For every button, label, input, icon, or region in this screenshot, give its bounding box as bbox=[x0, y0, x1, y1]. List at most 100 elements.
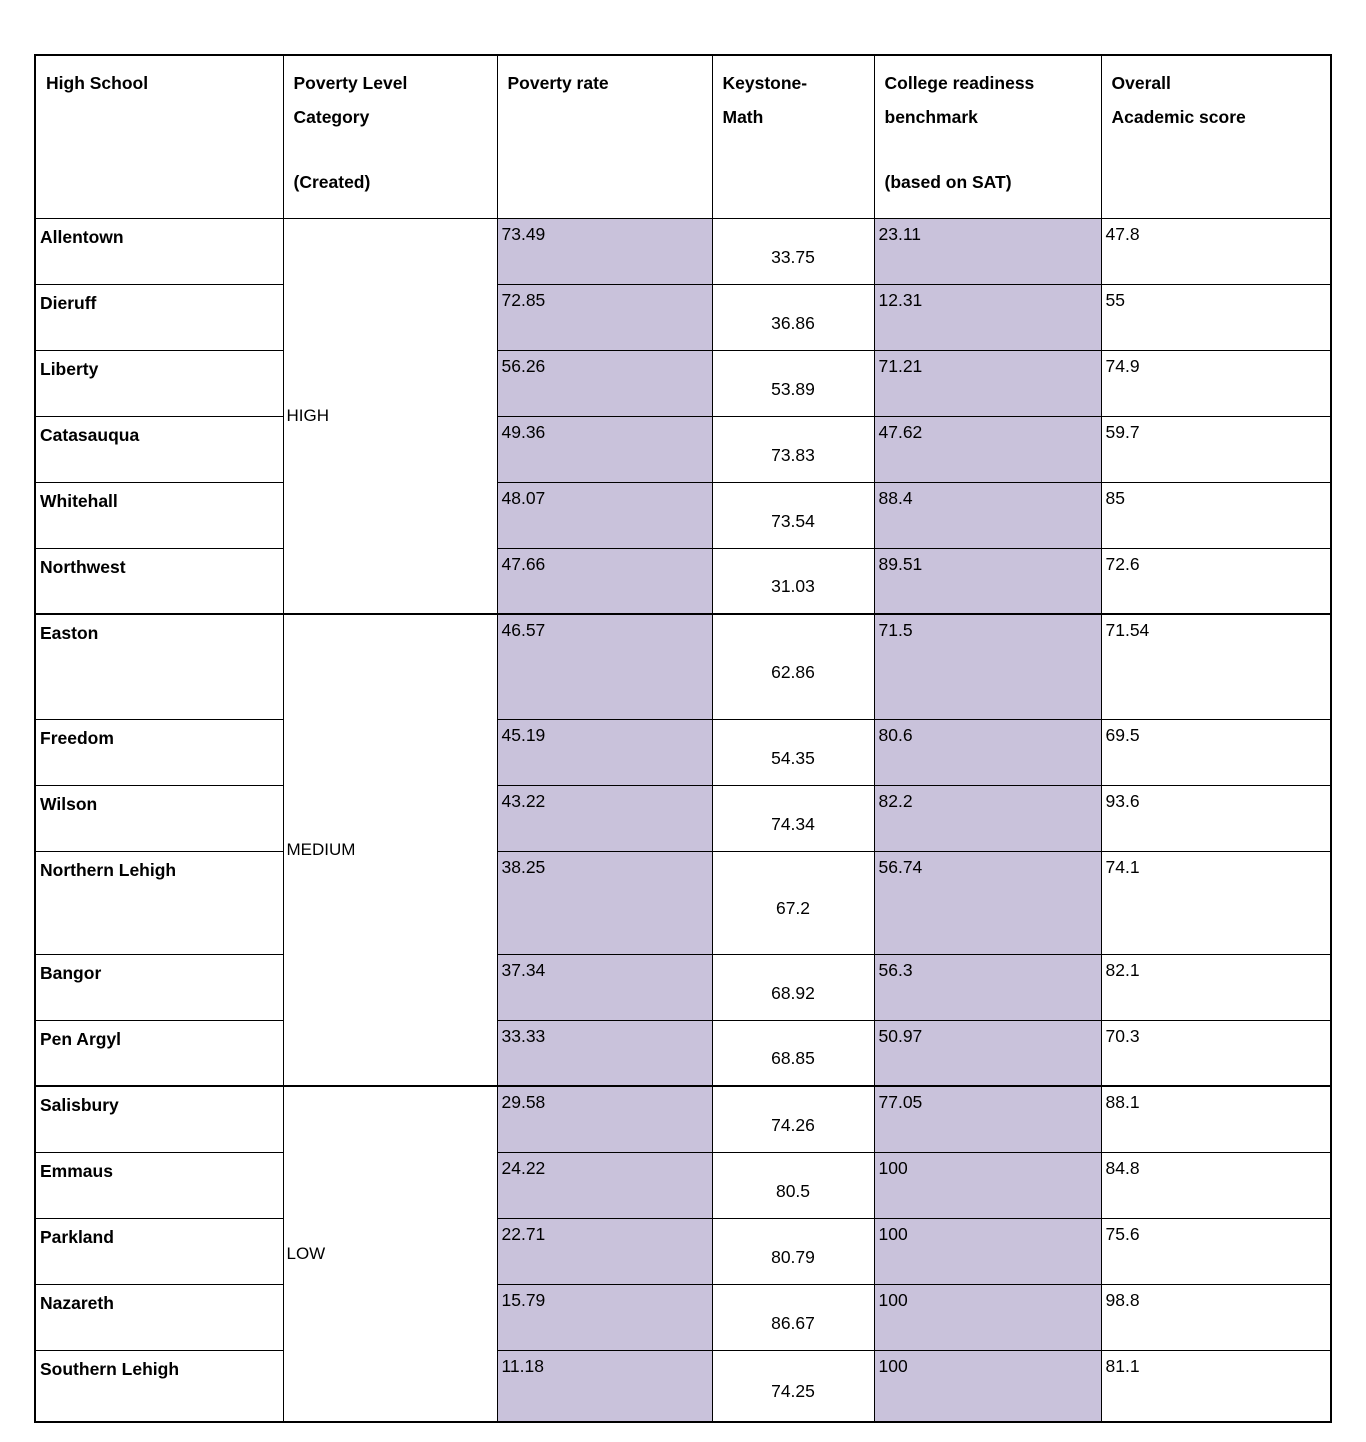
college-readiness-cell: 100 bbox=[873, 1151, 1102, 1219]
keystone-math-cell: 73.54 bbox=[711, 481, 875, 549]
keystone-math-cell: 33.75 bbox=[711, 217, 875, 285]
overall-score-cell: 84.8 bbox=[1100, 1151, 1332, 1219]
column-header-category: Poverty Level Category (Created) bbox=[282, 54, 498, 219]
keystone-math-cell: 80.79 bbox=[711, 1217, 875, 1285]
keystone-math-cell: 62.86 bbox=[711, 613, 875, 720]
overall-score-cell: 59.7 bbox=[1100, 415, 1332, 483]
overall-score-cell: 55 bbox=[1100, 283, 1332, 351]
overall-score-cell: 93.6 bbox=[1100, 784, 1332, 852]
column-header-college-readiness: College readiness benchmark (based on SAT) bbox=[873, 54, 1102, 219]
college-readiness-cell: 88.4 bbox=[873, 481, 1102, 549]
keystone-math-cell: 31.03 bbox=[711, 547, 875, 615]
overall-score-cell: 88.1 bbox=[1100, 1085, 1332, 1153]
college-readiness-cell: 100 bbox=[873, 1283, 1102, 1351]
header-label-line: Poverty Level bbox=[293, 73, 408, 93]
college-readiness-cell: 89.51 bbox=[873, 547, 1102, 615]
poverty-rate-cell: 38.25 bbox=[496, 850, 713, 955]
header-sublabel: (Created) bbox=[293, 172, 371, 192]
college-readiness-cell: 71.21 bbox=[873, 349, 1102, 417]
table-row: Northern Lehigh 38.25 67.2 56.74 74.1 bbox=[34, 850, 1332, 955]
table-row: Northwest 47.66 31.03 89.51 72.6 bbox=[34, 547, 1332, 615]
overall-score-cell: 98.8 bbox=[1100, 1283, 1332, 1351]
header-sublabel: (based on SAT) bbox=[884, 172, 1012, 192]
table-row: Whitehall 48.07 73.54 88.4 85 bbox=[34, 481, 1332, 549]
poverty-rate-cell: 29.58 bbox=[496, 1085, 713, 1153]
school-name-cell: Pen Argyl bbox=[34, 1019, 284, 1087]
table-row: Wilson 43.22 74.34 82.2 93.6 bbox=[34, 784, 1332, 852]
school-name-cell: Freedom bbox=[34, 718, 284, 786]
school-name-cell: Liberty bbox=[34, 349, 284, 417]
keystone-math-cell: 67.2 bbox=[711, 850, 875, 955]
table-row: Emmaus 24.22 80.5 100 84.8 bbox=[34, 1151, 1332, 1219]
overall-score-cell: 72.6 bbox=[1100, 547, 1332, 615]
poverty-rate-cell: 37.34 bbox=[496, 953, 713, 1021]
column-header-overall-score: Overall Academic score bbox=[1100, 54, 1332, 219]
college-readiness-cell: 12.31 bbox=[873, 283, 1102, 351]
overall-score-cell: 69.5 bbox=[1100, 718, 1332, 786]
keystone-math-cell: 73.83 bbox=[711, 415, 875, 483]
poverty-rate-cell: 72.85 bbox=[496, 283, 713, 351]
poverty-rate-cell: 46.57 bbox=[496, 613, 713, 720]
poverty-rate-cell: 24.22 bbox=[496, 1151, 713, 1219]
school-name-cell: Parkland bbox=[34, 1217, 284, 1285]
header-label-line: Poverty rate bbox=[507, 73, 609, 93]
poverty-rate-cell: 43.22 bbox=[496, 784, 713, 852]
school-name-cell: Dieruff bbox=[34, 283, 284, 351]
overall-score-cell: 85 bbox=[1100, 481, 1332, 549]
college-readiness-cell: 71.5 bbox=[873, 613, 1102, 720]
overall-score-cell: 74.1 bbox=[1100, 850, 1332, 955]
keystone-math-cell: 80.5 bbox=[711, 1151, 875, 1219]
poverty-rate-cell: 49.36 bbox=[496, 415, 713, 483]
keystone-math-cell: 53.89 bbox=[711, 349, 875, 417]
school-name-cell: Northwest bbox=[34, 547, 284, 615]
college-readiness-cell: 56.3 bbox=[873, 953, 1102, 1021]
poverty-category-cell: LOW bbox=[282, 1085, 498, 1423]
poverty-rate-cell: 48.07 bbox=[496, 481, 713, 549]
header-label-line: Category bbox=[293, 107, 370, 127]
poverty-rate-cell: 56.26 bbox=[496, 349, 713, 417]
keystone-math-cell: 68.92 bbox=[711, 953, 875, 1021]
poverty-rate-cell: 11.18 bbox=[496, 1349, 713, 1423]
overall-score-cell: 70.3 bbox=[1100, 1019, 1332, 1087]
college-readiness-cell: 47.62 bbox=[873, 415, 1102, 483]
school-name-cell: Allentown bbox=[34, 217, 284, 285]
table-row: Freedom 45.19 54.35 80.6 69.5 bbox=[34, 718, 1332, 786]
college-readiness-cell: 50.97 bbox=[873, 1019, 1102, 1087]
header-label-line: Overall bbox=[1111, 73, 1171, 93]
school-name-cell: Southern Lehigh bbox=[34, 1349, 284, 1423]
school-name-cell: Bangor bbox=[34, 953, 284, 1021]
poverty-rate-cell: 73.49 bbox=[496, 217, 713, 285]
table-row: Allentown HIGH 73.49 33.75 23.11 47.8 bbox=[34, 217, 1332, 615]
college-readiness-cell: 23.11 bbox=[873, 217, 1102, 285]
table-row: Catasauqua 49.36 73.83 47.62 59.7 bbox=[34, 415, 1332, 483]
school-name-cell: Wilson bbox=[34, 784, 284, 852]
keystone-math-cell: 54.35 bbox=[711, 718, 875, 786]
college-readiness-cell: 77.05 bbox=[873, 1085, 1102, 1153]
keystone-math-cell: 68.85 bbox=[711, 1019, 875, 1087]
keystone-math-cell: 74.34 bbox=[711, 784, 875, 852]
table-row: Bangor 37.34 68.92 56.3 82.1 bbox=[34, 953, 1332, 1021]
school-name-cell: Whitehall bbox=[34, 481, 284, 549]
column-header-poverty-rate: Poverty rate bbox=[496, 54, 713, 219]
poverty-category-cell: HIGH bbox=[282, 217, 498, 615]
table-row: Parkland 22.71 80.79 100 75.6 bbox=[34, 1217, 1332, 1285]
header-label-line: Math bbox=[722, 107, 764, 127]
table-row: Southern Lehigh 11.18 74.25 100 81.1 bbox=[34, 1349, 1332, 1423]
school-name-cell: Catasauqua bbox=[34, 415, 284, 483]
school-name-cell: Salisbury bbox=[34, 1085, 284, 1153]
overall-score-cell: 75.6 bbox=[1100, 1217, 1332, 1285]
column-header-keystone-math: Keystone- Math bbox=[711, 54, 875, 219]
header-label-line: High School bbox=[46, 73, 149, 93]
poverty-rate-cell: 45.19 bbox=[496, 718, 713, 786]
table-row: Dieruff 72.85 36.86 12.31 55 bbox=[34, 283, 1332, 351]
college-readiness-cell: 56.74 bbox=[873, 850, 1102, 955]
school-name-cell: Emmaus bbox=[34, 1151, 284, 1219]
college-readiness-cell: 100 bbox=[873, 1349, 1102, 1423]
header-label-line: benchmark bbox=[884, 107, 978, 127]
table-row: Easton MEDIUM 46.57 62.86 71.5 71.54 bbox=[34, 613, 1332, 1087]
header-label-line: Keystone- bbox=[722, 73, 808, 93]
overall-score-cell: 71.54 bbox=[1100, 613, 1332, 720]
keystone-math-cell: 74.26 bbox=[711, 1085, 875, 1153]
keystone-math-cell: 74.25 bbox=[711, 1349, 875, 1423]
